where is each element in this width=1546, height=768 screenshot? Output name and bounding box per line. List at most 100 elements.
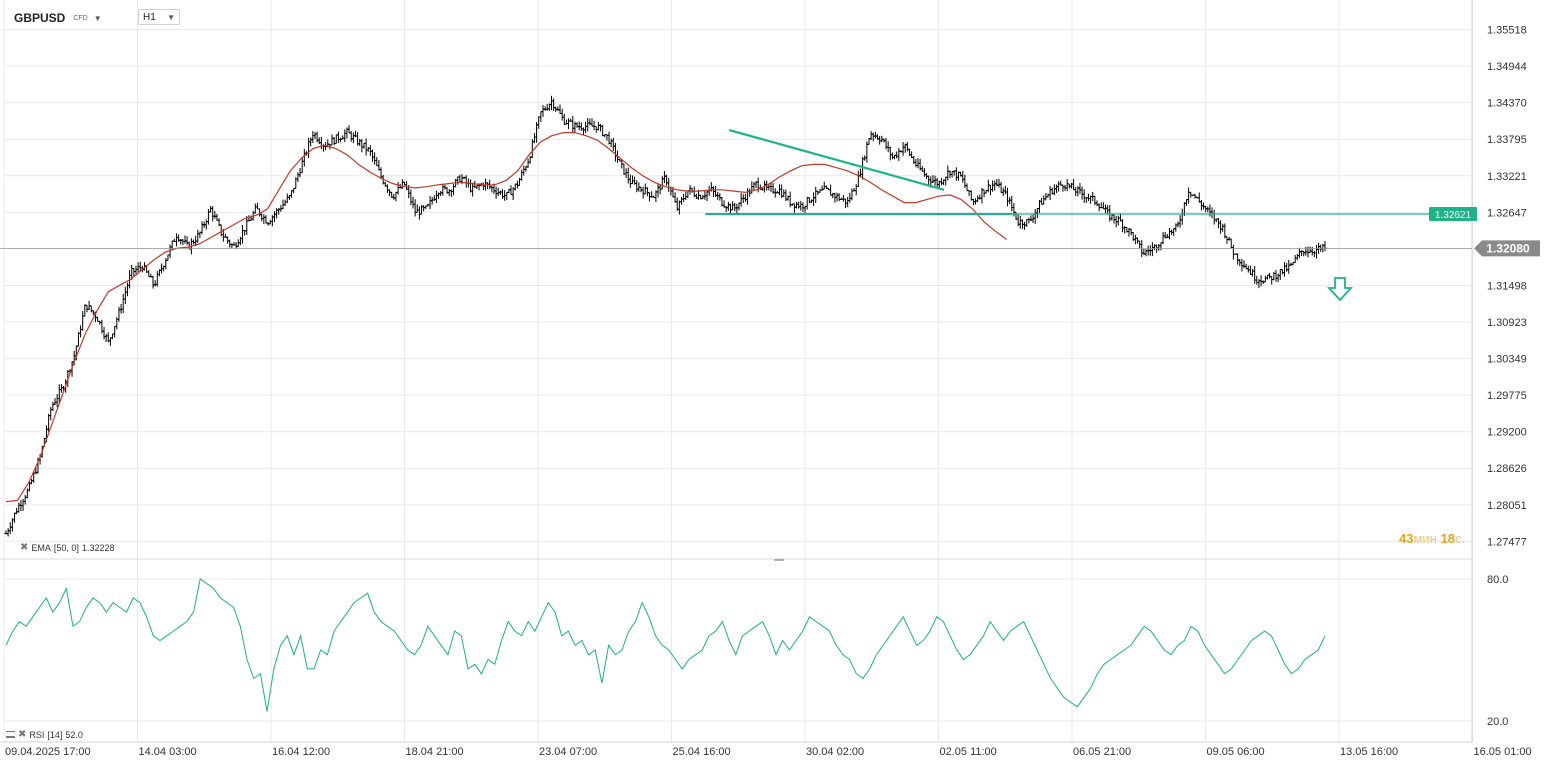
ohlc-bar — [341, 135, 345, 140]
ohlc-bar — [1061, 184, 1065, 192]
ohlc-bar — [1065, 178, 1069, 192]
ohlc-bar — [1201, 202, 1206, 210]
ohlc-bar — [914, 158, 918, 168]
rsi-tick-label: 80.0 — [1487, 574, 1508, 586]
level-price-label: 1.32621 — [1435, 210, 1472, 221]
ohlc-bar — [573, 121, 577, 133]
rsi-legend-label: RSI — [29, 729, 45, 740]
ohlc-bar — [752, 181, 756, 191]
ohlc-bar — [1250, 269, 1255, 277]
ohlc-bar — [275, 208, 279, 219]
ohlc-bar — [901, 142, 905, 156]
ohlc-bar — [1161, 232, 1165, 245]
ohlc-bar — [873, 131, 877, 139]
ohlc-bar — [1199, 199, 1204, 211]
ohlc-bar — [679, 196, 684, 205]
ohlc-bar — [743, 193, 748, 202]
ohlc-bar — [183, 235, 187, 244]
ohlc-bar — [228, 239, 232, 248]
ohlc-bar — [498, 190, 502, 195]
ohlc-bar — [878, 135, 882, 145]
time-tick-label: 16.04 12:00 — [272, 746, 330, 758]
ohlc-bar — [311, 130, 315, 143]
ohlc-bar — [1037, 199, 1042, 213]
ohlc-bar — [387, 189, 392, 197]
ohlc-bar — [1184, 199, 1189, 206]
ohlc-bar — [260, 213, 264, 222]
ohlc-bar — [667, 177, 671, 192]
close-icon[interactable]: ✖ — [18, 729, 27, 740]
ohlc-bar — [1078, 183, 1082, 194]
ohlc-bar — [1253, 266, 1257, 284]
ohlc-bar — [524, 165, 528, 172]
panel-icon — [6, 731, 15, 738]
ohlc-bar — [609, 138, 613, 148]
ohlc-bar — [1057, 181, 1061, 192]
ohlc-bar — [375, 157, 379, 167]
ohlc-bar — [155, 270, 159, 287]
ohlc-bar — [1042, 195, 1046, 205]
ohlc-bar — [1225, 236, 1229, 244]
ohlc-bar — [607, 131, 611, 145]
ohlc-bar — [1080, 186, 1084, 200]
chevron-down-icon: ▼ — [167, 12, 175, 22]
ohlc-bar — [53, 398, 57, 406]
ohlc-bar — [1231, 244, 1235, 260]
ohlc-bar — [1093, 195, 1097, 206]
close-icon[interactable]: ✖ — [20, 542, 29, 553]
ohlc-bar — [432, 195, 436, 201]
time-axis: 09.04.2025 17:00 14.04 03:00 16.04 12:00 18… — [5, 746, 1532, 758]
ohlc-bar — [108, 337, 113, 346]
price-tick-label: 1.33221 — [1487, 171, 1527, 183]
ohlc-bar — [1172, 228, 1176, 237]
rsi-legend-params: [14] — [47, 729, 63, 740]
ema-legend-params: [50, 0] — [53, 542, 79, 553]
ohlc-bar — [814, 186, 818, 203]
ohlc-bar — [986, 179, 990, 193]
level-price-tag: 1.32621 — [1429, 206, 1477, 221]
ohlc-bar — [596, 121, 600, 131]
ohlc-bar — [1295, 253, 1299, 261]
ohlc-bar — [939, 178, 944, 186]
ohlc-bar — [83, 304, 87, 317]
ohlc-bar — [1285, 262, 1289, 272]
ohlc-bar — [897, 148, 901, 162]
ohlc-bar — [136, 262, 140, 273]
ohlc-bar — [349, 131, 353, 142]
ohlc-bar — [579, 122, 583, 131]
ohlc-bar — [400, 179, 404, 190]
ohlc-bar — [164, 258, 168, 270]
ohlc-bar — [1208, 204, 1212, 217]
ohlc-bar — [1001, 187, 1005, 196]
trendline-descending[interactable] — [728, 128, 945, 191]
ohlc-bar — [1180, 208, 1184, 225]
ohlc-bar — [1244, 263, 1248, 270]
ohlc-bar — [1193, 193, 1197, 199]
ohlc-bar — [347, 125, 351, 134]
ohlc-bar — [23, 494, 27, 505]
ohlc-bar — [1033, 208, 1037, 224]
current-price-label: 1.32080 — [1486, 241, 1530, 255]
ohlc-bar — [430, 196, 434, 205]
ohlc-bar — [526, 158, 530, 168]
ohlc-bar — [226, 236, 230, 244]
ohlc-bar — [409, 189, 413, 206]
ohlc-bar — [541, 105, 545, 117]
ohlc-bar — [360, 139, 364, 153]
ohlc-bar — [950, 170, 954, 178]
ohlc-bar — [330, 134, 334, 146]
ohlc-bar — [577, 121, 581, 131]
ohlc-bar — [820, 185, 824, 191]
timeframe-dropdown[interactable]: H1 ▼ — [138, 9, 180, 25]
ohlc-bar — [174, 233, 179, 247]
symbol-selector[interactable]: GBPUSD CFD ▼ — [14, 8, 102, 28]
ohlc-bar — [449, 189, 453, 197]
ohlc-bar — [443, 184, 447, 190]
price-tick-label: 1.27477 — [1487, 536, 1527, 548]
time-tick-label: 13.05 16:00 — [1340, 746, 1398, 758]
ohlc-bar — [682, 193, 686, 203]
ohlc-bar — [370, 149, 375, 162]
ohlc-bar — [566, 118, 571, 129]
time-tick-label: 09.04.2025 17:00 — [5, 746, 91, 758]
